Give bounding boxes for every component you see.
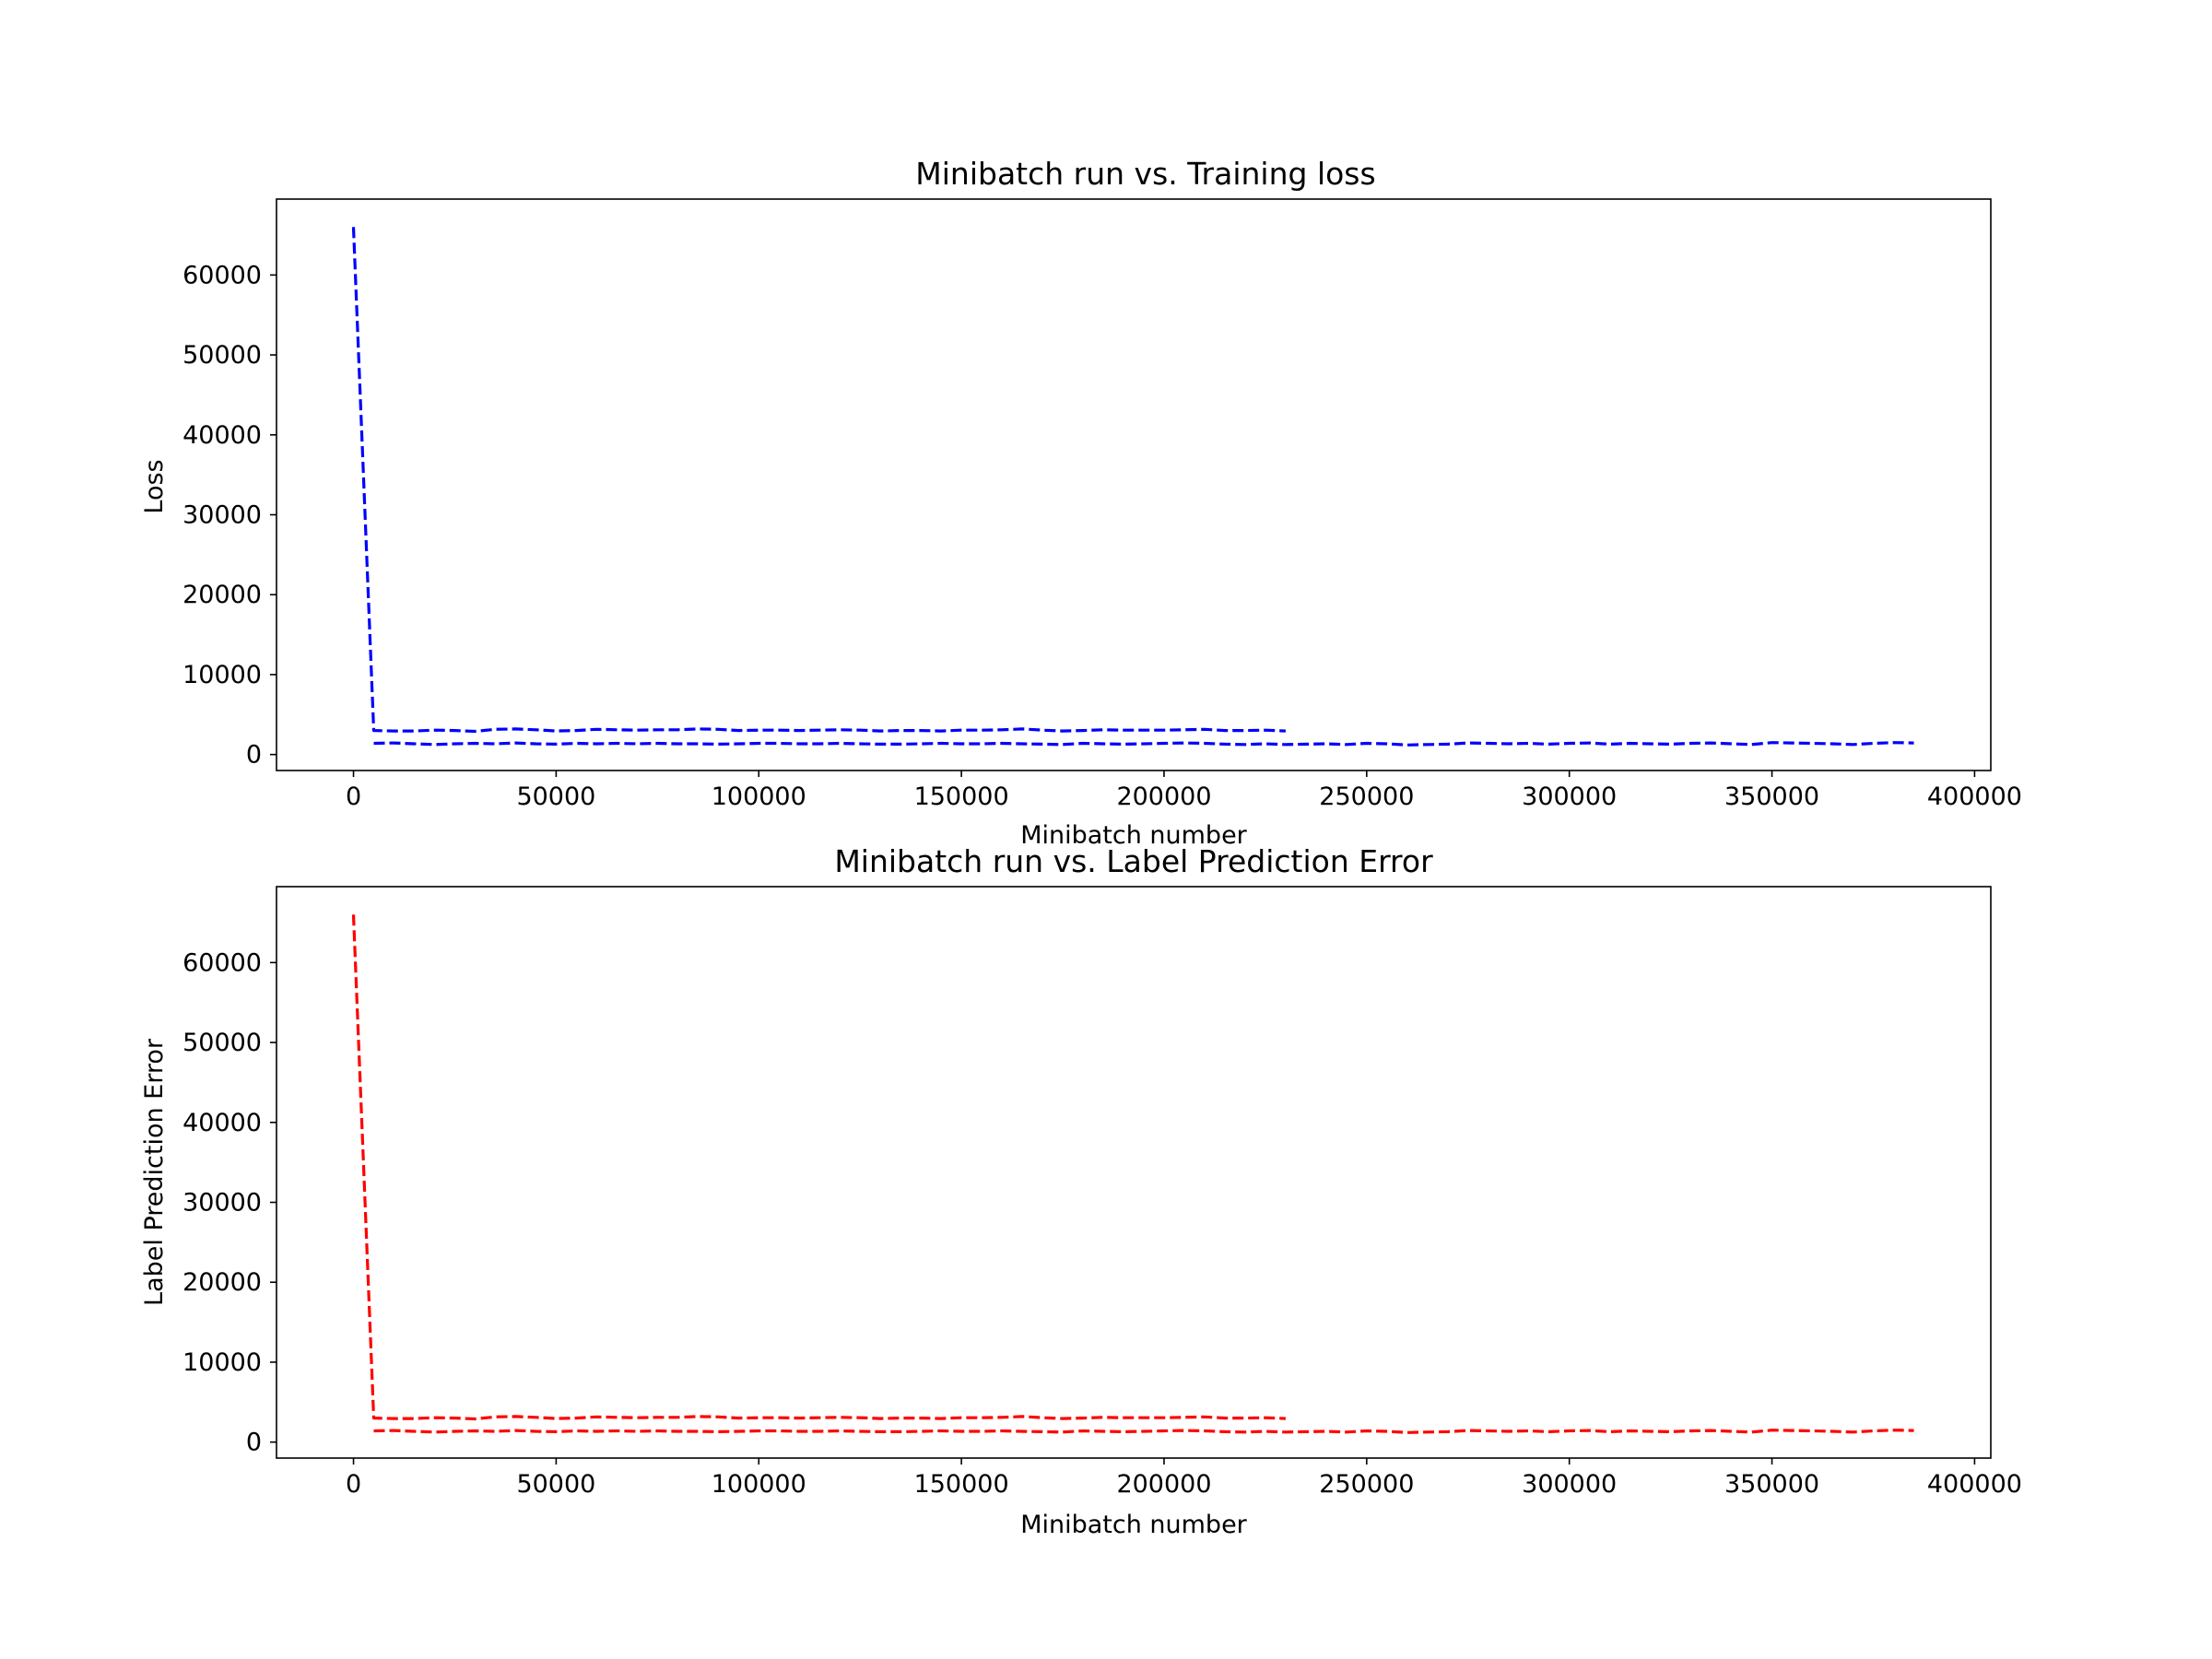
error-plot-frame — [276, 886, 1992, 1459]
loss-chart: Minibatch run vs. Training loss 0 50000 10… — [140, 156, 2022, 850]
loss-x-tick-label: 350000 — [1724, 782, 1819, 811]
error-y-tick-label: 40000 — [182, 1109, 262, 1137]
loss-y-tick-label: 0 — [246, 741, 262, 770]
error-x-tick-label: 350000 — [1724, 1470, 1819, 1499]
loss-series-line-1 — [351, 227, 1286, 734]
error-x-tick-label: 200000 — [1116, 1470, 1211, 1499]
error-x-tick-label: 50000 — [516, 1470, 595, 1499]
error-chart-title: Minibatch run vs. Label Prediction Error — [834, 843, 1433, 879]
error-y-tick-label: 60000 — [182, 948, 262, 977]
error-y-axis-ticks: 0 10000 20000 30000 40000 50000 60000 — [182, 948, 276, 1457]
loss-y-tick-label: 40000 — [182, 421, 262, 450]
error-plot-lines — [351, 914, 1914, 1434]
error-x-axis-ticks: 0 50000 100000 150000 200000 250000 300000 3500… — [346, 1458, 2022, 1499]
error-x-tick-label: 250000 — [1319, 1470, 1414, 1499]
loss-x-tick-label: 200000 — [1116, 782, 1211, 811]
loss-y-tick-label: 20000 — [182, 581, 262, 609]
loss-y-tick-label: 30000 — [182, 501, 262, 530]
loss-x-tick-label: 250000 — [1319, 782, 1414, 811]
loss-series-line-2 — [373, 741, 1914, 747]
loss-x-tick-label: 50000 — [516, 782, 595, 811]
error-x-axis-label: Minibatch number — [1020, 1511, 1247, 1539]
error-y-tick-label: 30000 — [182, 1189, 262, 1218]
loss-plot-frame — [276, 198, 1992, 771]
error-y-tick-label: 20000 — [182, 1268, 262, 1297]
error-y-tick-label: 0 — [246, 1429, 262, 1457]
error-series-line-2 — [373, 1429, 1914, 1434]
loss-y-tick-label: 60000 — [182, 261, 262, 289]
error-x-tick-label: 0 — [346, 1470, 361, 1499]
loss-x-tick-label: 100000 — [712, 782, 806, 811]
loss-plot-lines — [351, 227, 1914, 747]
error-chart: Minibatch run vs. Label Prediction Error… — [140, 843, 2022, 1539]
error-x-tick-label: 400000 — [1927, 1470, 2022, 1499]
error-x-tick-label: 150000 — [914, 1470, 1009, 1499]
error-x-tick-label: 100000 — [712, 1470, 806, 1499]
error-x-tick-label: 300000 — [1522, 1470, 1617, 1499]
loss-x-tick-label: 0 — [346, 782, 361, 811]
loss-x-tick-label: 150000 — [914, 782, 1009, 811]
loss-x-axis-label: Minibatch number — [1020, 821, 1247, 850]
loss-y-axis-ticks: 0 10000 20000 30000 40000 50000 60000 — [182, 261, 276, 770]
error-y-tick-label: 10000 — [182, 1348, 262, 1377]
loss-chart-title: Minibatch run vs. Training loss — [915, 156, 1375, 192]
loss-y-axis-label: Loss — [140, 459, 169, 513]
loss-y-tick-label: 10000 — [182, 661, 262, 689]
error-y-tick-label: 50000 — [182, 1029, 262, 1057]
loss-y-tick-label: 50000 — [182, 341, 262, 370]
loss-x-tick-label: 300000 — [1522, 782, 1617, 811]
loss-x-axis-ticks: 0 50000 100000 150000 200000 250000 300000 3500… — [346, 771, 2022, 811]
error-y-axis-label: Label Prediction Error — [140, 1038, 169, 1306]
error-series-line-1 — [351, 914, 1286, 1421]
loss-x-tick-label: 400000 — [1927, 782, 2022, 811]
